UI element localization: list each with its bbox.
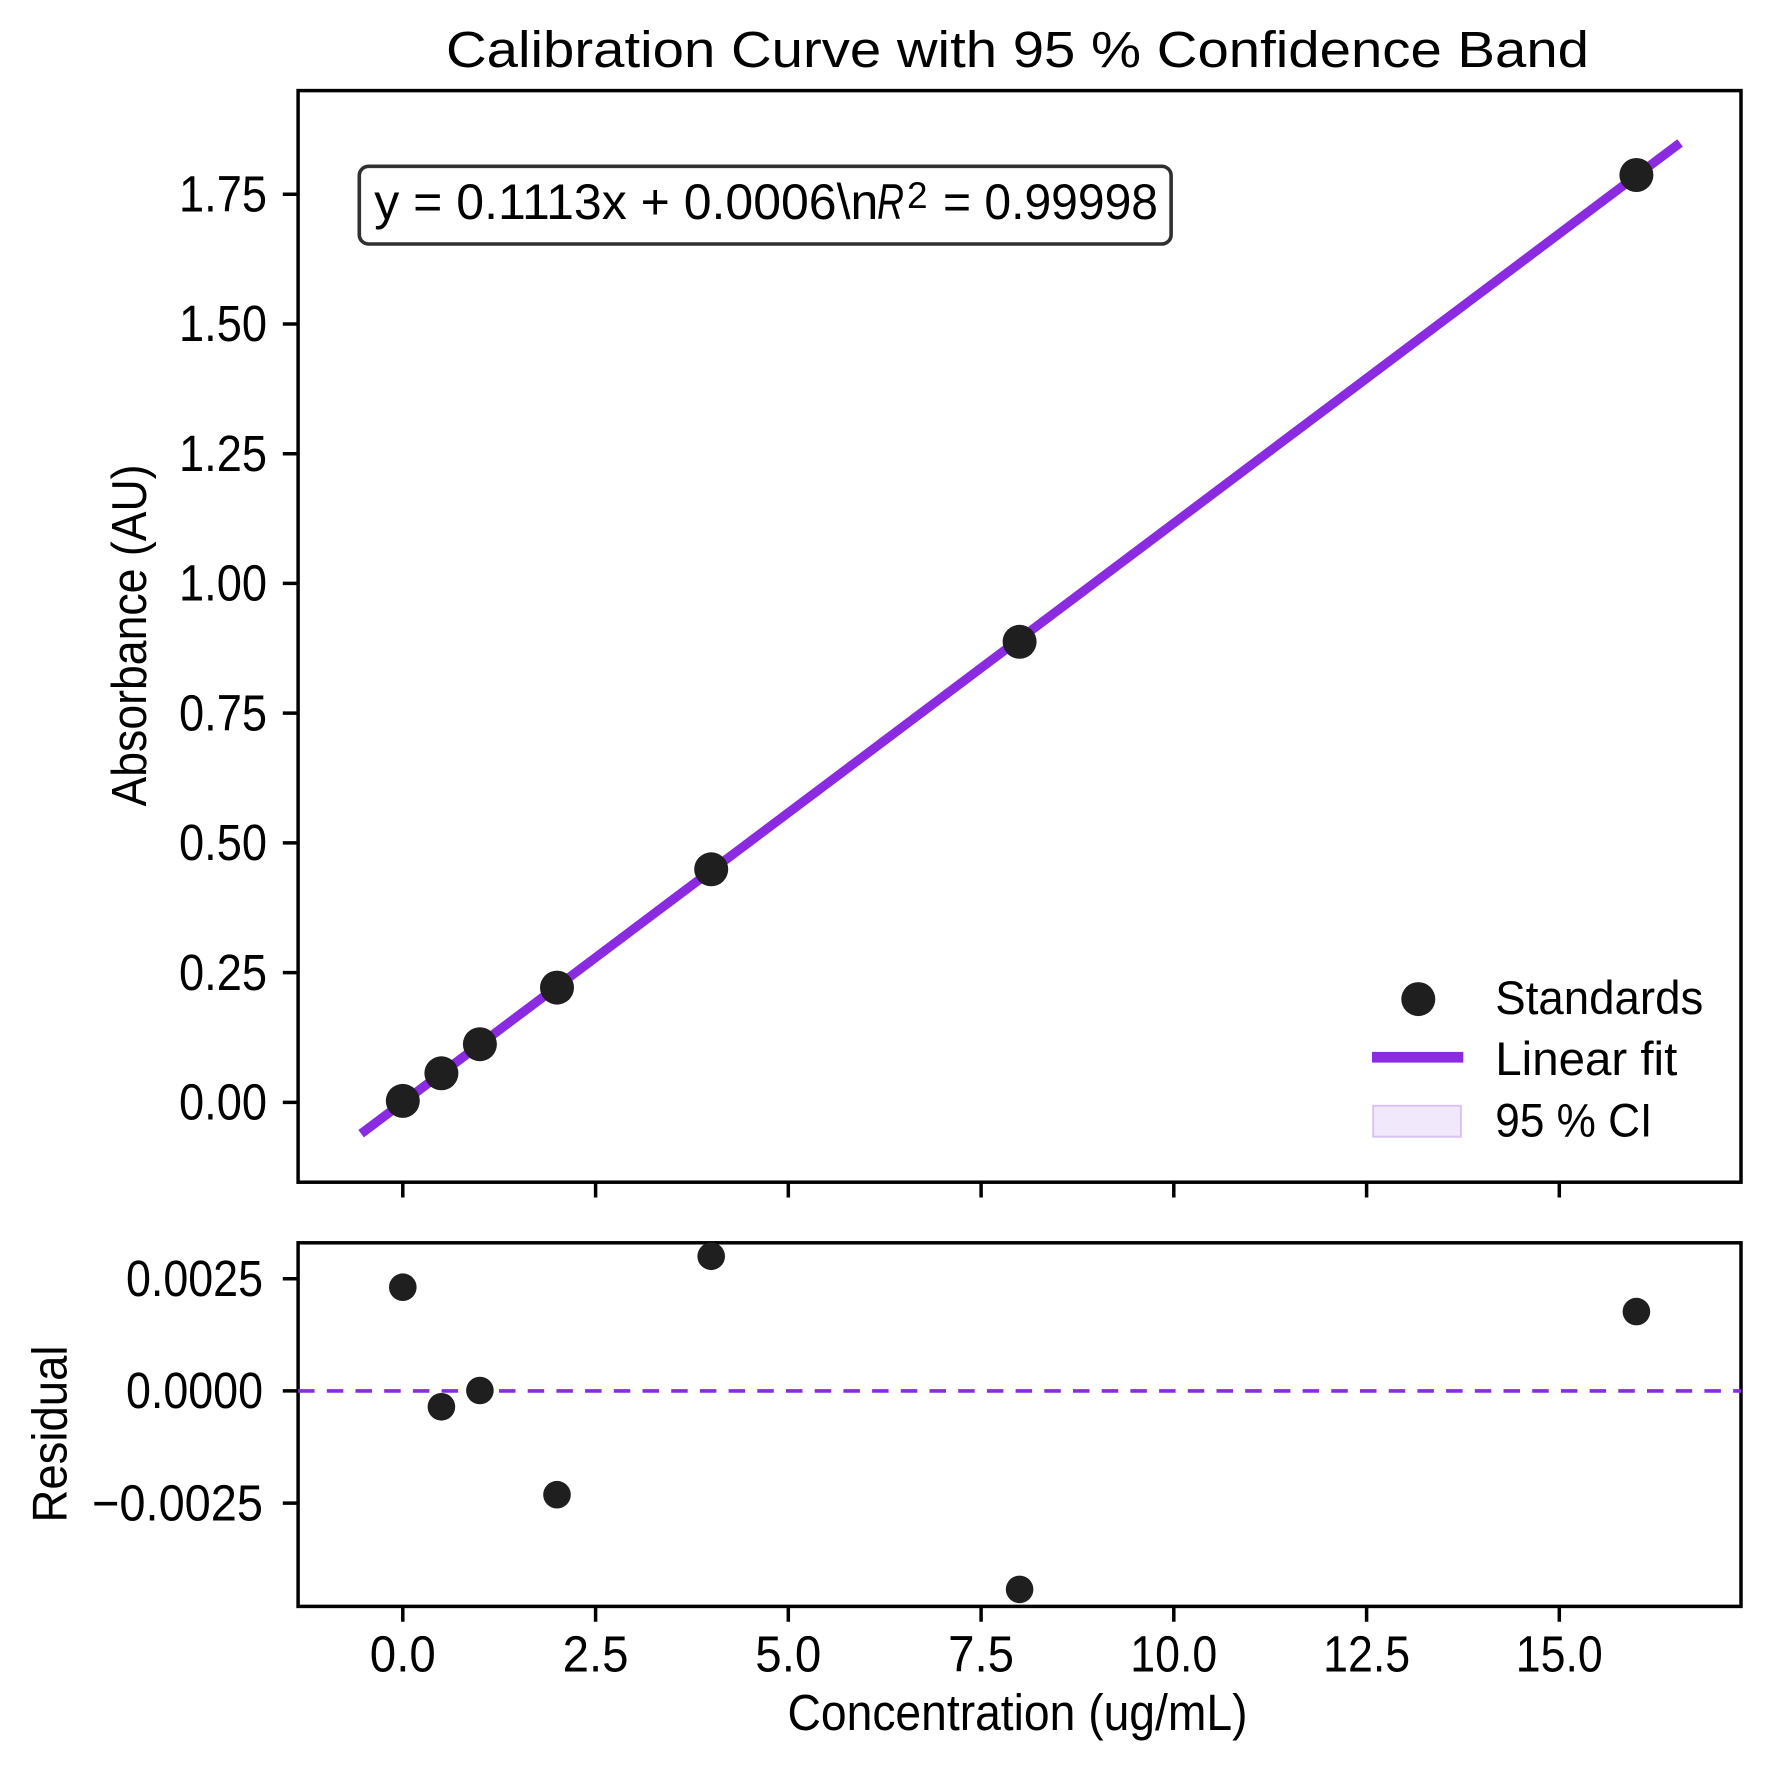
svg-text:1.00: 1.00 bbox=[179, 555, 267, 612]
svg-text:Linear fit: Linear fit bbox=[1495, 1032, 1677, 1085]
svg-text:R: R bbox=[877, 174, 904, 230]
svg-text:Residual: Residual bbox=[24, 1346, 78, 1523]
svg-text:95 % CI: 95 % CI bbox=[1495, 1094, 1652, 1147]
svg-text:0.50: 0.50 bbox=[179, 814, 267, 871]
svg-text:0.0025: 0.0025 bbox=[126, 1250, 263, 1307]
svg-text:Calibration Curve with 95 % Co: Calibration Curve with 95 % Confidence B… bbox=[446, 21, 1589, 78]
svg-text:0.0: 0.0 bbox=[370, 1626, 436, 1683]
svg-text:5.0: 5.0 bbox=[755, 1626, 821, 1683]
svg-text:−0.0025: −0.0025 bbox=[92, 1474, 263, 1531]
svg-text:1.50: 1.50 bbox=[179, 295, 267, 352]
svg-text:2.5: 2.5 bbox=[563, 1626, 629, 1683]
svg-text:12.5: 12.5 bbox=[1323, 1626, 1410, 1683]
svg-text:0.25: 0.25 bbox=[179, 944, 267, 1001]
svg-text:0.75: 0.75 bbox=[179, 684, 267, 741]
svg-text:2: 2 bbox=[907, 175, 928, 216]
svg-text:1.25: 1.25 bbox=[179, 425, 267, 482]
svg-text:= 0.99998: = 0.99998 bbox=[943, 174, 1158, 230]
svg-text:10.0: 10.0 bbox=[1130, 1626, 1217, 1683]
svg-text:7.5: 7.5 bbox=[948, 1626, 1014, 1683]
svg-text:1.75: 1.75 bbox=[179, 166, 267, 223]
svg-text:0.00: 0.00 bbox=[179, 1074, 267, 1131]
svg-text:y = 0.1113x + 0.0006\n: y = 0.1113x + 0.0006\n bbox=[374, 174, 878, 230]
svg-text:Standards: Standards bbox=[1495, 971, 1703, 1024]
svg-text:0.0000: 0.0000 bbox=[126, 1362, 263, 1419]
svg-text:Absorbance (AU): Absorbance (AU) bbox=[103, 465, 157, 807]
svg-text:15.0: 15.0 bbox=[1516, 1626, 1603, 1683]
svg-text:Concentration (ug/mL): Concentration (ug/mL) bbox=[788, 1684, 1248, 1741]
